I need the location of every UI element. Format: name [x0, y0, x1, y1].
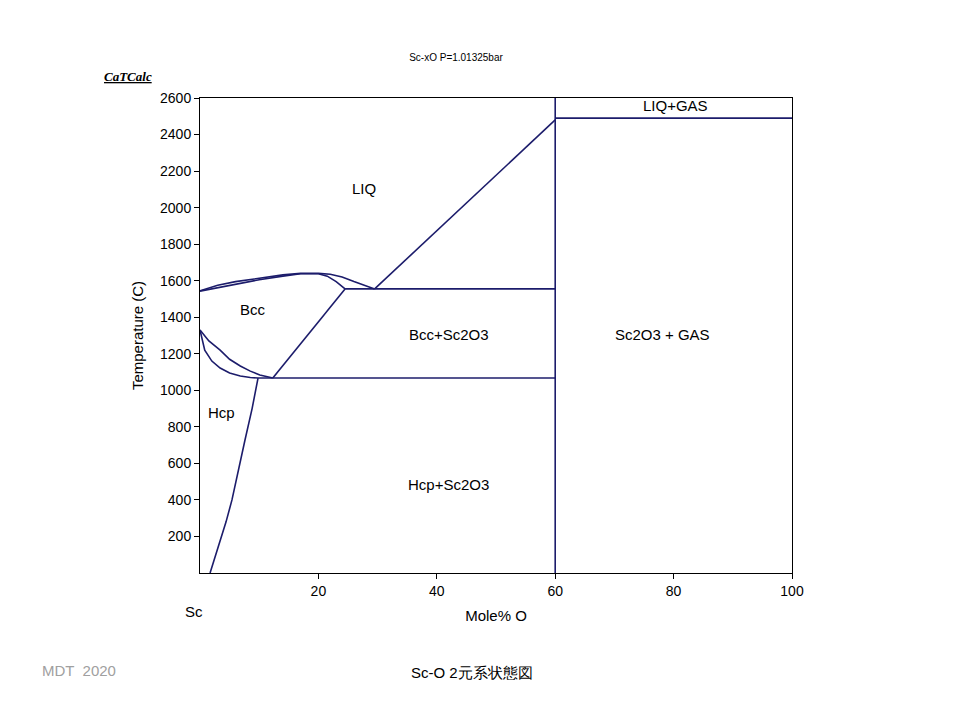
svg-text:400: 400 [168, 492, 192, 508]
svg-text:LIQ+GAS: LIQ+GAS [643, 97, 708, 114]
svg-text:Temperature (C): Temperature (C) [129, 281, 146, 390]
svg-text:40: 40 [429, 583, 445, 599]
svg-text:100: 100 [780, 583, 804, 599]
svg-text:Hcp: Hcp [208, 404, 235, 421]
svg-text:600: 600 [168, 455, 192, 471]
svg-text:Sc-xO P=1.01325bar: Sc-xO P=1.01325bar [409, 52, 503, 63]
svg-text:2400: 2400 [160, 126, 191, 142]
svg-text:1200: 1200 [160, 346, 191, 362]
svg-text:2600: 2600 [160, 90, 191, 106]
svg-text:2000: 2000 [160, 200, 191, 216]
svg-text:800: 800 [168, 419, 192, 435]
svg-text:60: 60 [547, 583, 563, 599]
svg-text:2200: 2200 [160, 163, 191, 179]
svg-text:CaTCalc: CaTCalc [104, 69, 152, 84]
svg-text:Sc-O 2元系状態図: Sc-O 2元系状態図 [411, 664, 533, 681]
svg-text:200: 200 [168, 528, 192, 544]
svg-text:Bcc: Bcc [240, 301, 266, 318]
svg-text:Sc2O3 + GAS: Sc2O3 + GAS [615, 326, 710, 343]
svg-text:1000: 1000 [160, 382, 191, 398]
svg-text:1400: 1400 [160, 309, 191, 325]
svg-text:Bcc+Sc2O3: Bcc+Sc2O3 [409, 326, 489, 343]
svg-text:1600: 1600 [160, 273, 191, 289]
svg-text:Hcp+Sc2O3: Hcp+Sc2O3 [408, 476, 489, 493]
svg-text:80: 80 [666, 583, 682, 599]
svg-text:20: 20 [311, 583, 327, 599]
svg-text:MDT 2020: MDT 2020 [42, 662, 116, 679]
svg-text:1800: 1800 [160, 236, 191, 252]
svg-text:LIQ: LIQ [352, 180, 376, 197]
svg-text:Mole% O: Mole% O [465, 607, 527, 624]
svg-text:Sc: Sc [185, 603, 203, 620]
